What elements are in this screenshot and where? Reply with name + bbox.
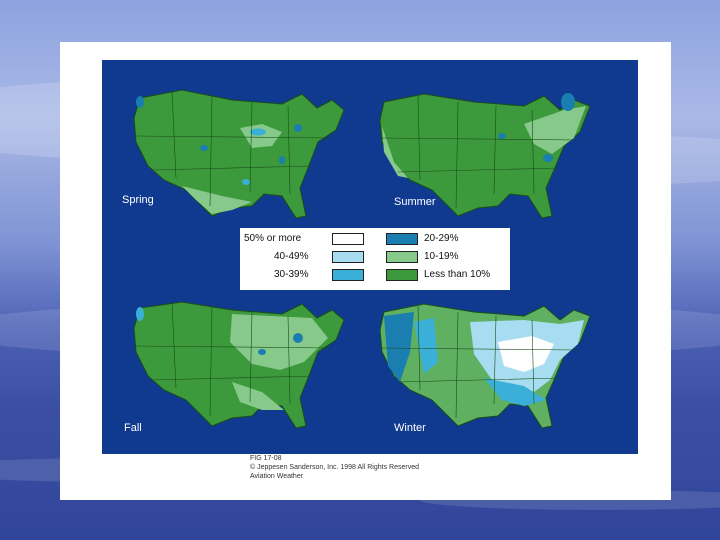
legend-label: 30-39% xyxy=(274,269,309,280)
source-title: Aviation Weather xyxy=(250,473,304,480)
figure-number: FIG 17-08 xyxy=(250,455,282,462)
weather-figure: Spring Summer xyxy=(102,60,638,454)
legend-item: 30-39% xyxy=(244,268,370,282)
legend-swatch xyxy=(332,269,364,281)
figure-credits: FIG 17-08 © Jeppesen Sanderson, Inc. 199… xyxy=(250,454,490,481)
legend-item: 20-29% xyxy=(386,232,508,246)
map-summer: Summer xyxy=(374,66,636,236)
legend-swatch xyxy=(386,269,418,281)
season-label-fall: Fall xyxy=(124,422,142,434)
map-legend: 50% or more 40-49% 30-39% 20-29% 10-19% xyxy=(240,228,510,290)
legend-swatch xyxy=(332,233,364,245)
map-spring: Spring xyxy=(112,66,374,236)
legend-label: 20-29% xyxy=(424,233,459,244)
slide-card: Spring Summer xyxy=(60,42,671,500)
legend-label: Less than 10% xyxy=(424,269,491,280)
legend-label: 50% or more xyxy=(244,233,302,244)
legend-item: Less than 10% xyxy=(386,268,508,282)
legend-swatch xyxy=(386,233,418,245)
legend-label: 10-19% xyxy=(424,251,459,262)
legend-swatch xyxy=(386,251,418,263)
legend-item: 50% or more xyxy=(244,232,370,246)
legend-label: 40-49% xyxy=(274,251,309,262)
legend-item: 10-19% xyxy=(386,250,508,264)
season-label-winter: Winter xyxy=(394,422,426,434)
legend-item: 40-49% xyxy=(244,250,370,264)
season-label-spring: Spring xyxy=(122,194,154,206)
map-fall: Fall xyxy=(112,282,374,452)
copyright-line: © Jeppesen Sanderson, Inc. 1998 All Righ… xyxy=(250,464,419,471)
map-winter: Winter xyxy=(374,282,636,452)
season-label-summer: Summer xyxy=(394,196,436,208)
legend-swatch xyxy=(332,251,364,263)
